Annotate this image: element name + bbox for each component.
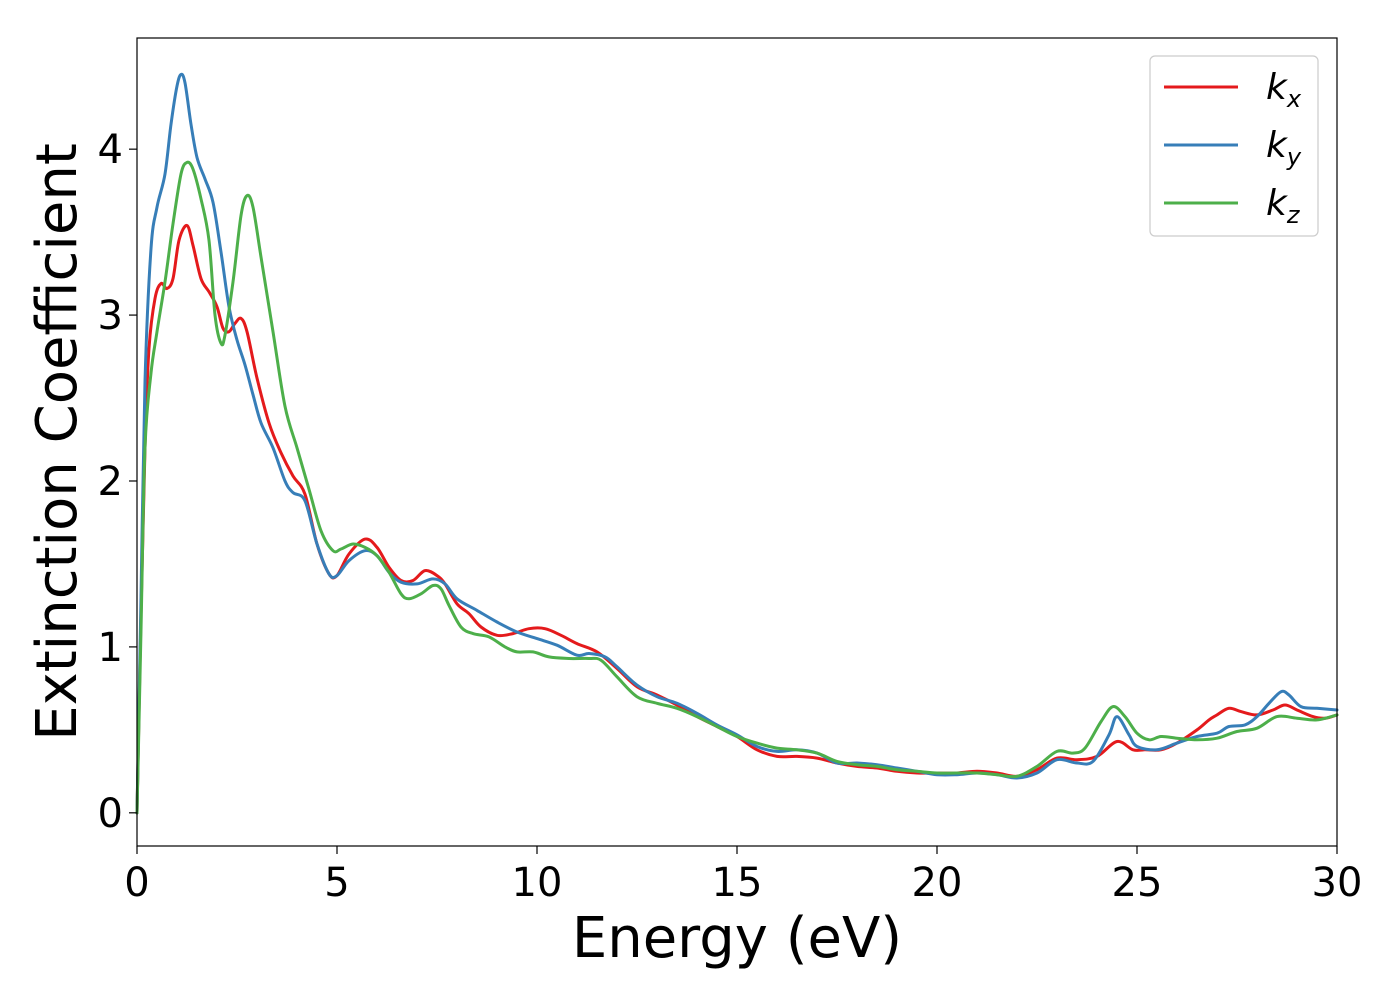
x-tick-label: 10 (512, 860, 563, 906)
x-axis: 0 5 10 15 20 25 30 (124, 846, 1362, 906)
series-line-kx (135, 224, 1339, 815)
legend-label-kx: kx (1266, 67, 1302, 113)
x-tick-label: 30 (1312, 860, 1363, 906)
x-tick-label: 5 (324, 860, 349, 906)
x-tick-label: 15 (712, 860, 763, 906)
series-line-kz (135, 160, 1339, 815)
plot-area (137, 38, 1337, 846)
y-tick-label: 0 (98, 791, 123, 837)
x-tick-label: 0 (124, 860, 149, 906)
y-tick-label: 1 (98, 625, 123, 671)
x-tick-label: 20 (912, 860, 963, 906)
legend-label-ky: ky (1266, 125, 1302, 171)
series-layer (135, 72, 1339, 815)
series-line-ky (135, 72, 1339, 815)
legend: kx ky kz (1149, 55, 1319, 237)
y-tick-label: 4 (98, 127, 123, 173)
y-axis: 0 1 2 3 4 (98, 127, 137, 837)
x-tick-label: 25 (1112, 860, 1163, 906)
legend-label-kz: kz (1266, 183, 1301, 229)
y-axis-title: Extinction Coefficient (25, 143, 90, 741)
y-tick-label: 3 (98, 293, 123, 339)
y-tick-label: 2 (98, 459, 123, 505)
x-axis-title: Energy (eV) (572, 906, 902, 971)
